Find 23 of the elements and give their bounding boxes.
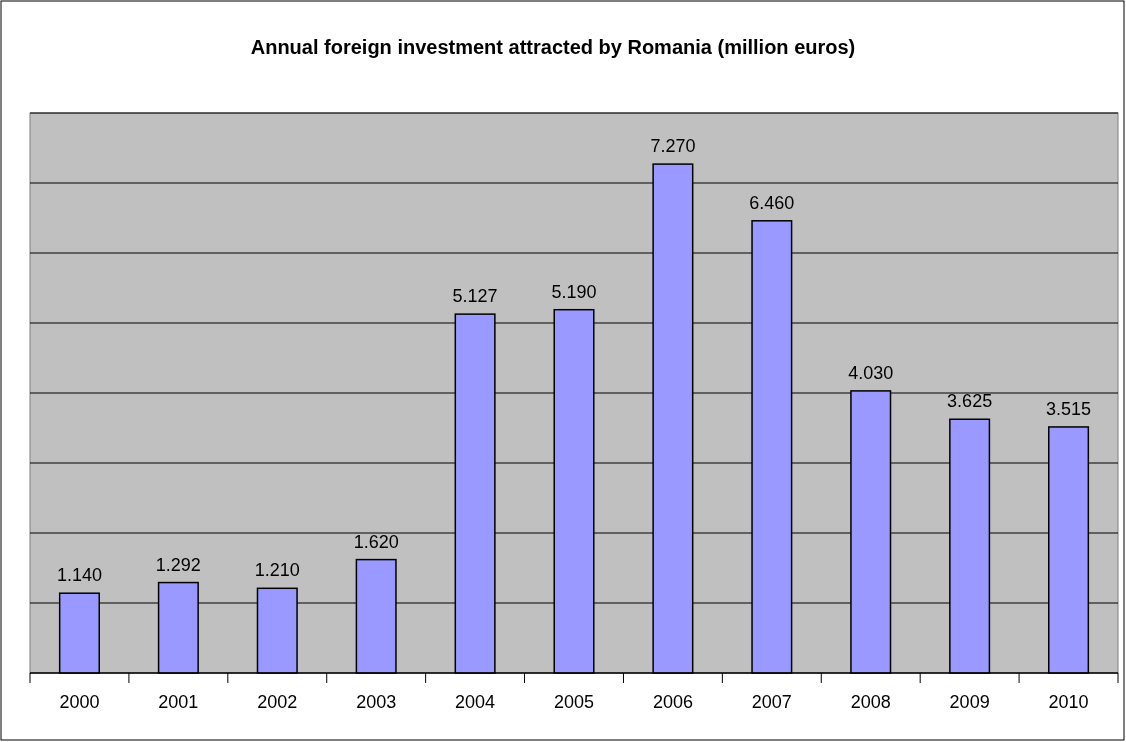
data-label: 5.190 bbox=[551, 281, 597, 302]
chart-title: Annual foreign investment attracted by Romania (million euros) bbox=[250, 36, 856, 58]
data-label: 5.127 bbox=[452, 286, 498, 307]
data-label: 1.210 bbox=[254, 560, 300, 581]
x-tick-label: 2005 bbox=[553, 692, 595, 712]
data-label: 7.270 bbox=[650, 136, 696, 157]
x-tick-label: 2007 bbox=[751, 692, 792, 712]
x-tick-label: 2010 bbox=[1048, 692, 1089, 712]
x-tick-label: 2006 bbox=[652, 692, 693, 712]
x-tick-label: 2002 bbox=[257, 692, 298, 712]
x-tick-label: 2004 bbox=[455, 692, 496, 712]
data-label: 1.292 bbox=[155, 554, 201, 575]
x-tick-label: 2000 bbox=[59, 692, 100, 712]
data-label: 3.625 bbox=[947, 391, 993, 412]
x-tick-label: 2003 bbox=[356, 692, 397, 712]
data-label: 6.460 bbox=[749, 192, 795, 213]
data-label: 4.030 bbox=[848, 362, 894, 383]
data-label: 1.140 bbox=[56, 565, 102, 586]
x-tick-label: 2008 bbox=[850, 692, 891, 712]
x-tick-label: 2009 bbox=[949, 692, 990, 712]
x-tick-label: 2001 bbox=[158, 692, 199, 712]
data-label: 3.515 bbox=[1046, 398, 1092, 419]
data-label: 1.620 bbox=[353, 531, 399, 552]
